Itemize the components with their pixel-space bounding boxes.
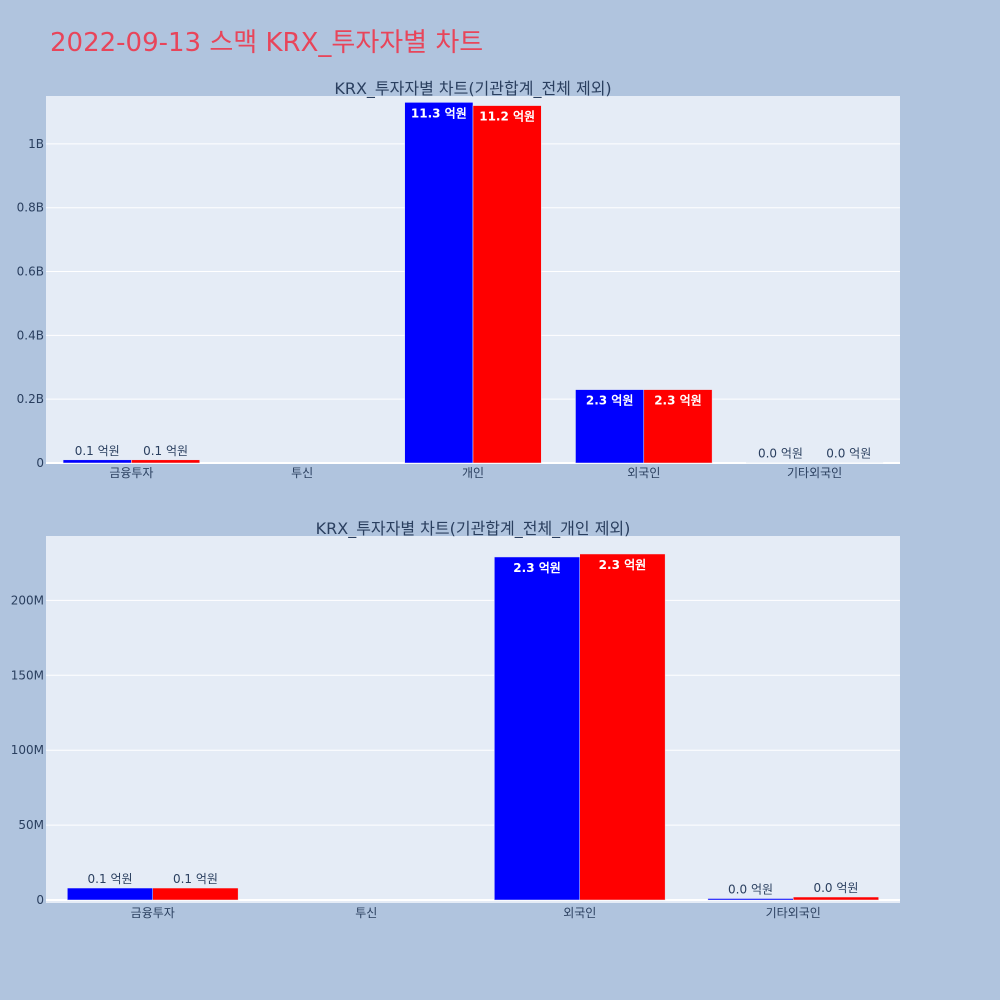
bar	[707, 898, 794, 901]
bar	[152, 887, 239, 901]
bar	[494, 556, 581, 901]
page-title: 2022-09-13 스맥 KRX_투자자별 차트	[50, 28, 484, 58]
y-tick-label: 0	[36, 893, 44, 907]
bar	[404, 102, 474, 464]
data-label: 0.1 억원	[75, 444, 120, 458]
data-label: 2.3 억원	[586, 394, 634, 408]
data-label: 11.3 억원	[411, 106, 467, 120]
y-tick-label: 100M	[11, 743, 44, 757]
x-tick-label: 개인	[462, 466, 484, 480]
data-label: 0.0 억원	[728, 883, 773, 897]
bar	[472, 105, 542, 464]
x-tick-label: 투신	[291, 466, 313, 480]
bar	[131, 459, 200, 464]
data-label: 0.1 억원	[88, 872, 133, 886]
bar	[643, 389, 713, 464]
bar	[62, 459, 132, 464]
data-label: 0.0 억원	[826, 447, 871, 461]
bar	[67, 887, 153, 901]
x-tick-label: 금융투자	[131, 906, 175, 920]
plot-background	[46, 536, 900, 903]
chart-title: KRX_투자자별 차트(기관합계_전체 제외)	[334, 79, 611, 99]
data-label: 0.1 억원	[143, 444, 188, 458]
data-label: 2.3 억원	[599, 558, 647, 572]
bar	[793, 896, 879, 901]
x-tick-label: 금융투자	[109, 466, 153, 480]
y-tick-label: 0.4B	[17, 328, 44, 342]
x-tick-label: 기타외국인	[766, 906, 821, 920]
bar	[579, 553, 666, 901]
y-tick-label: 0.6B	[17, 265, 44, 279]
data-label: 2.3 억원	[513, 561, 561, 575]
x-tick-label: 외국인	[627, 466, 660, 480]
chart-2: 0 50M 100M 150M 200M KRX_투자자별 차트(기관합계_전체_개인 제…	[11, 519, 900, 920]
chart-title: KRX_투자자별 차트(기관합계_전체_개인 제외)	[316, 519, 631, 539]
x-tick-label: 외국인	[563, 906, 596, 920]
data-label: 11.2 억원	[479, 110, 535, 124]
chart-1: 0 0.2B 0.4B 0.6B 0.8B 1B KRX_투자자별 차트(기관합계_전체 제…	[17, 79, 900, 480]
y-tick-label: 0.2B	[17, 392, 44, 406]
x-tick-label: 기타외국인	[787, 466, 842, 480]
data-label: 0.0 억원	[813, 881, 858, 895]
data-label: 2.3 억원	[654, 394, 702, 408]
y-tick-label: 0	[36, 456, 44, 470]
data-label: 0.1 억원	[173, 872, 218, 886]
y-tick-label: 200M	[11, 593, 44, 607]
y-tick-label: 150M	[11, 668, 44, 682]
y-tick-label: 1B	[28, 137, 44, 151]
y-tick-label: 50M	[18, 818, 44, 832]
data-label: 0.0 억원	[758, 447, 803, 461]
bar	[575, 389, 645, 464]
y-tick-label: 0.8B	[17, 201, 44, 215]
x-tick-label: 투신	[355, 906, 377, 920]
